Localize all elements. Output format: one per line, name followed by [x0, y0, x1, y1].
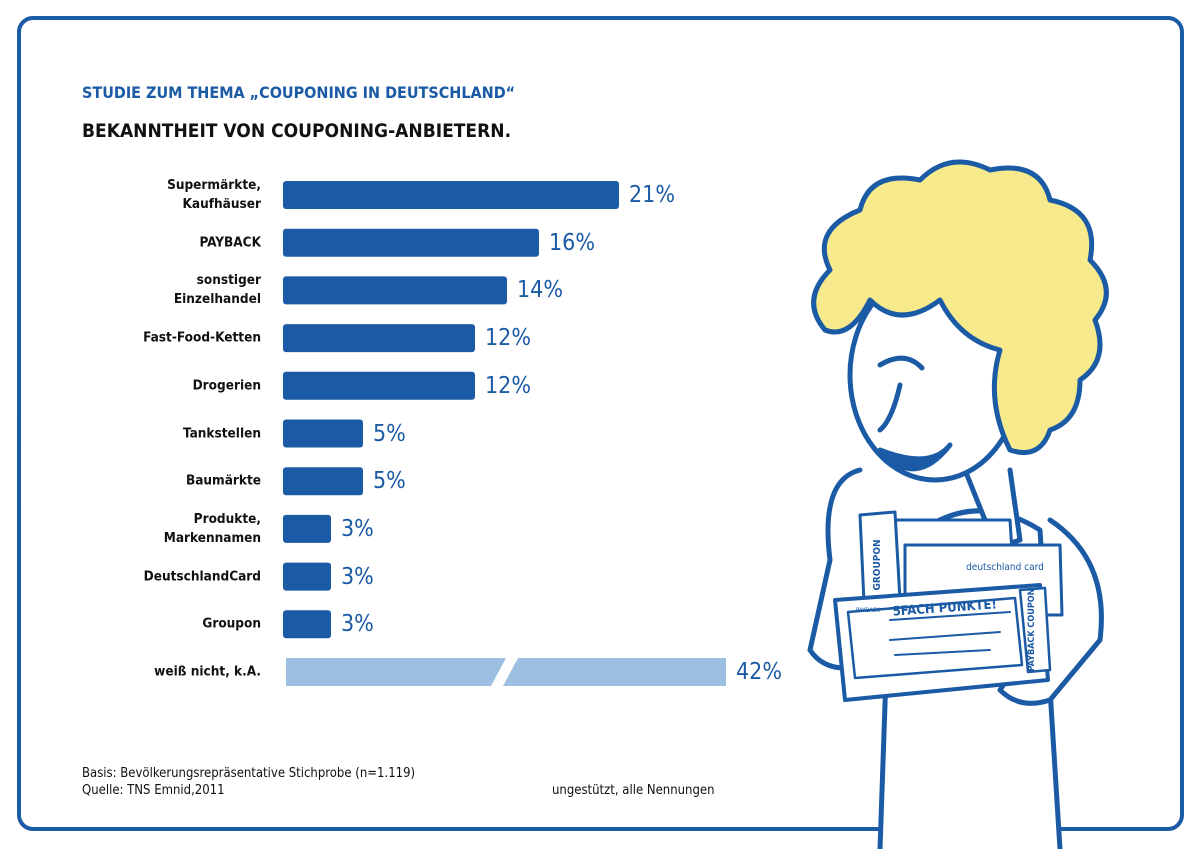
bar	[283, 324, 475, 353]
bar-part	[503, 658, 726, 686]
category-label: DeutschlandCard	[143, 568, 261, 585]
chart-subtitle: BEKANNTHEIT VON COUPONING-ANBIETERN.	[82, 120, 512, 142]
card-text: GROUPON	[872, 539, 883, 590]
illustration	[807, 159, 1109, 849]
caption: ungestützt, alle Nennungen	[552, 783, 715, 798]
bar	[283, 514, 331, 543]
bar	[283, 181, 619, 209]
bar-part	[286, 658, 506, 686]
category-label: PAYBACK	[199, 234, 261, 251]
card-text: PAYBACK COUPON	[1027, 588, 1037, 671]
bar	[283, 562, 331, 591]
value-label: 12%	[485, 325, 531, 352]
value-label: 5%	[373, 420, 406, 447]
category-label: Fast-Food-Ketten	[143, 329, 261, 346]
category-label: Tankstellen	[183, 425, 261, 441]
category-label: Drogerien	[192, 377, 261, 394]
category-label: Supermärkte, Kaufhäuser	[167, 177, 261, 212]
value-label: 42%	[736, 659, 782, 685]
value-label: 3%	[341, 515, 374, 542]
value-label: 3%	[341, 563, 374, 590]
frame	[17, 16, 1184, 831]
bar	[283, 276, 507, 305]
card-text: 5FACH PUNKTE!	[892, 597, 997, 619]
card-text: PAYBACK	[856, 607, 880, 614]
bar	[283, 610, 331, 639]
value-label: 5%	[373, 468, 406, 495]
bar	[283, 228, 539, 257]
bar	[283, 467, 363, 496]
note: Basis: Bevölkerungsrepräsentative Stichp…	[82, 766, 416, 781]
note: Quelle: TNS Emnid,2011	[82, 783, 225, 798]
card-text: deutschland card	[966, 562, 1044, 573]
chart-title: STUDIE ZUM THEMA „COUPONING IN DEUTSCHLA…	[82, 83, 516, 102]
value-label: 14%	[517, 277, 563, 304]
category-label: Baumärkte	[185, 472, 261, 489]
category-label: sonstiger Einzelhandel	[173, 272, 261, 308]
bar	[283, 419, 363, 448]
category-label: Groupon	[202, 615, 261, 632]
bar	[286, 658, 726, 686]
category-label: Produkte, Markennamen	[163, 510, 261, 546]
value-label: 16%	[549, 229, 595, 256]
category-label: weiß nicht, k.A.	[154, 663, 261, 680]
value-label: 12%	[485, 372, 531, 399]
bar	[283, 371, 475, 400]
value-label: 3%	[341, 611, 374, 638]
value-label: 21%	[629, 182, 675, 208]
